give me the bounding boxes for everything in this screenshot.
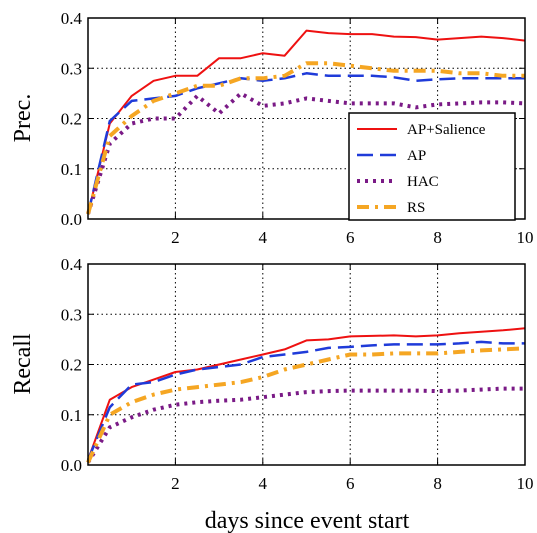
bottom-grid [88, 264, 525, 465]
bottom-plot: 0.0 0.1 0.2 0.3 0.4 2 4 6 8 10 [61, 255, 534, 493]
bottom-ytick-label: 0.1 [61, 406, 82, 425]
bottom-ytick-label: 0.3 [61, 305, 82, 324]
bottom-ytick-label: 0.4 [61, 255, 83, 274]
bottom-series-ap-salience [87, 327, 526, 461]
bottom-ylabel: Recall [10, 333, 36, 395]
top-ytick-label: 0.1 [61, 160, 82, 179]
bottom-ytick-label: 0.0 [61, 456, 82, 475]
top-series-ap-salience [87, 29, 526, 215]
top-plot: 0.0 0.1 0.2 0.3 0.4 2 4 6 8 10 AP+Salience AP HAC RS [61, 9, 534, 247]
bottom-series-rs [86, 346, 526, 464]
top-xtick-label: 2 [171, 228, 180, 247]
top-xtick-label: 4 [259, 228, 268, 247]
top-ylabel: Prec. [10, 94, 36, 143]
top-ytick-label: 0.2 [61, 110, 82, 129]
legend-label: HAC [407, 174, 439, 190]
top-ytick-label: 0.4 [61, 9, 83, 28]
top-xtick-label: 6 [346, 228, 355, 247]
bottom-xtick-label: 6 [346, 474, 355, 493]
bottom-xtick-label: 10 [517, 474, 534, 493]
bottom-xtick-label: 8 [433, 474, 442, 493]
legend-label: AP+Salience [407, 122, 486, 138]
legend-label: AP [407, 148, 426, 164]
top-series-rs [86, 61, 525, 215]
bottom-ytick-label: 0.2 [61, 356, 82, 375]
top-xtick-label: 10 [517, 228, 534, 247]
bottom-ticks [88, 263, 526, 466]
bottom-axes-frame [87, 263, 526, 466]
top-ytick-label: 0.3 [61, 59, 82, 78]
legend: AP+Salience AP HAC RS [348, 112, 516, 221]
top-xtick-label: 8 [433, 228, 442, 247]
bottom-series-hac [86, 386, 525, 464]
xlabel: days since event start [205, 508, 410, 533]
bottom-xtick-label: 4 [259, 474, 268, 493]
legend-box [348, 112, 516, 221]
top-series-hac [86, 91, 526, 215]
legend-label: RS [407, 200, 425, 216]
bottom-xtick-label: 2 [171, 474, 180, 493]
bottom-series-ap [86, 340, 525, 461]
top-ytick-label: 0.0 [61, 210, 82, 229]
top-series-ap [86, 72, 525, 215]
